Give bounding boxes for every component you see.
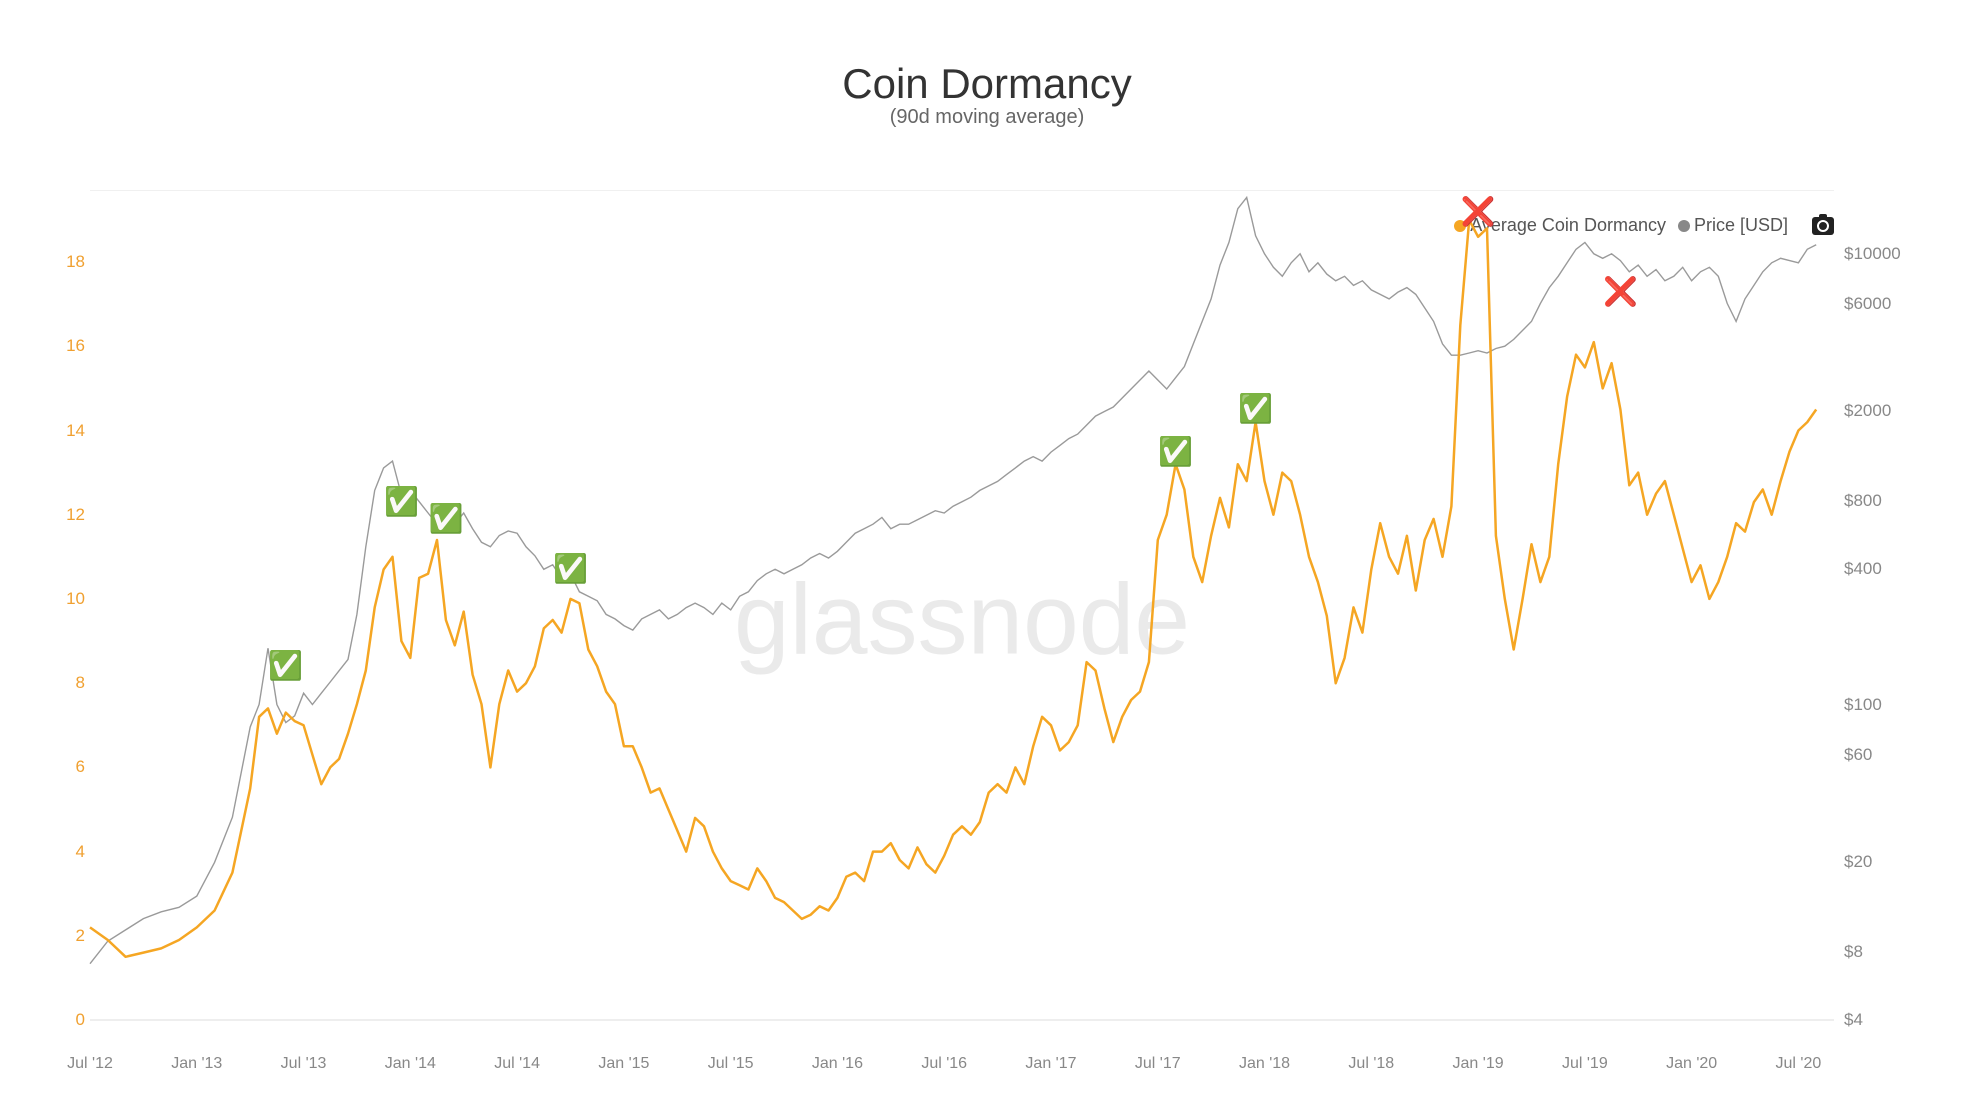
check-marker-icon: ✅ [268, 652, 303, 680]
y-right-tick: $6000 [1844, 294, 1891, 314]
y-left-tick: 16 [66, 336, 85, 356]
x-tick: Jul '18 [1348, 1055, 1394, 1073]
y-right-tick: $2000 [1844, 401, 1891, 421]
chart-subtitle: (90d moving average) [30, 106, 1944, 129]
check-marker-icon: ✅ [428, 505, 463, 533]
cross-marker-icon: ❌ [1603, 278, 1638, 306]
x-tick: Jul '19 [1562, 1055, 1608, 1073]
y-left-tick: 18 [66, 252, 85, 272]
chart-title: Coin Dormancy [30, 60, 1944, 108]
x-tick: Jul '12 [67, 1055, 113, 1073]
x-tick: Jan '14 [385, 1055, 436, 1073]
y-right-tick: $100 [1844, 695, 1882, 715]
x-tick: Jan '17 [1025, 1055, 1076, 1073]
check-marker-icon: ✅ [384, 488, 419, 516]
y-axis-right: $4$8$20$60$100$400$800$2000$6000$10000 [1844, 220, 1934, 1020]
price-line [90, 198, 1816, 964]
x-tick: Jul '16 [921, 1055, 967, 1073]
y-left-tick: 10 [66, 589, 85, 609]
dormancy-line [90, 220, 1816, 957]
x-tick: Jan '19 [1453, 1055, 1504, 1073]
chart-container: Coin Dormancy (90d moving average) Avera… [30, 60, 1944, 1080]
title-block: Coin Dormancy (90d moving average) [30, 60, 1944, 129]
plot-area: Average Coin Dormancy Price [USD] glassn… [90, 220, 1834, 1020]
x-tick: Jan '20 [1666, 1055, 1717, 1073]
y-right-tick: $60 [1844, 745, 1872, 765]
y-right-tick: $20 [1844, 852, 1872, 872]
y-left-tick: 0 [76, 1010, 85, 1030]
cross-marker-icon: ❌ [1461, 198, 1496, 226]
check-marker-icon: ✅ [553, 555, 588, 583]
y-left-tick: 14 [66, 421, 85, 441]
x-tick: Jul '13 [281, 1055, 327, 1073]
x-tick: Jul '17 [1135, 1055, 1181, 1073]
y-right-tick: $4 [1844, 1010, 1863, 1030]
top-rule [90, 190, 1834, 191]
chart-svg [90, 220, 1834, 1020]
x-tick: Jul '20 [1776, 1055, 1822, 1073]
check-marker-icon: ✅ [1158, 438, 1193, 466]
y-left-tick: 2 [76, 926, 85, 946]
y-left-tick: 12 [66, 505, 85, 525]
y-right-tick: $10000 [1844, 244, 1901, 264]
x-tick: Jul '14 [494, 1055, 540, 1073]
x-tick: Jul '15 [708, 1055, 754, 1073]
x-tick: Jan '13 [171, 1055, 222, 1073]
y-right-tick: $800 [1844, 491, 1882, 511]
y-left-tick: 6 [76, 757, 85, 777]
x-tick: Jan '16 [812, 1055, 863, 1073]
y-axis-left: 024681012141618 [45, 220, 85, 1020]
y-left-tick: 8 [76, 673, 85, 693]
y-left-tick: 4 [76, 842, 85, 862]
check-marker-icon: ✅ [1238, 395, 1273, 423]
x-tick: Jan '15 [598, 1055, 649, 1073]
x-tick: Jan '18 [1239, 1055, 1290, 1073]
y-right-tick: $400 [1844, 559, 1882, 579]
y-right-tick: $8 [1844, 942, 1863, 962]
